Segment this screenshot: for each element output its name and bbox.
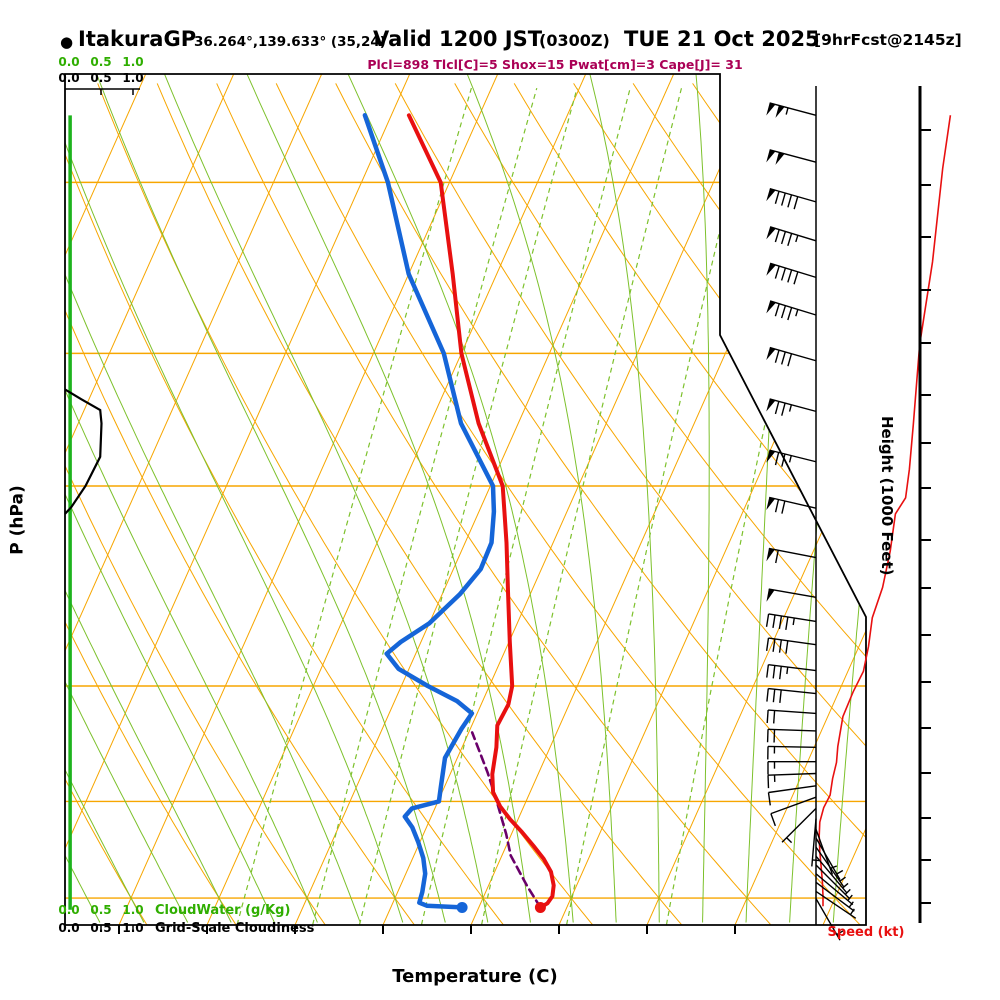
cloudwater-scale-bottom-1: 1.0	[122, 903, 144, 917]
cloudiness-scale-bottom-1: 1.0	[122, 921, 144, 935]
gridlines	[65, 74, 866, 925]
station-coords: 36.264°,139.633° (35,24)	[194, 34, 386, 50]
valid-time-utc: (0300Z)	[539, 31, 610, 50]
cloudiness-scale-top-1: 1.0	[122, 71, 144, 85]
cloudiness-profile	[64, 388, 103, 515]
cloudiness-axis-label: Grid-Scale Cloudiness	[155, 921, 315, 936]
wind-barbs	[765, 102, 857, 941]
station-name: ItakuraGP	[78, 27, 197, 51]
speed-axis-label: Speed (kt)	[827, 925, 905, 940]
dewpoint-curve	[362, 113, 497, 910]
plot-boundary	[64, 73, 867, 926]
surface-temperature-dot	[534, 901, 546, 913]
cloudiness-scale-top-0: 0.0	[58, 71, 80, 85]
height-axis-label: Height (1000 Feet)	[878, 416, 896, 576]
temperature-tick-labels	[65, 88, 736, 934]
valid-date: TUE 21 Oct 2025	[624, 27, 820, 51]
height-axis	[918, 86, 931, 923]
cloudwater-scale-bottom-05: 0.5	[90, 903, 112, 917]
cloudwater-axis-label: CloudWater (g/Kg)	[155, 903, 291, 918]
pressure-axis-label: P (hPa)	[7, 485, 28, 555]
dry-adiabat-grid	[65, 83, 866, 925]
cloudiness-scale-top-05: 0.5	[90, 71, 112, 85]
temperature-curve	[406, 113, 556, 910]
moist-adiabat-grid	[65, 74, 866, 923]
wind-speed-curve	[818, 115, 952, 907]
cloudwater-scale-bottom-0: 0.0	[58, 903, 80, 917]
pressure-gridlines	[65, 181, 866, 899]
isotherm-grid	[65, 74, 866, 925]
parcel-path-curve	[470, 731, 542, 909]
cloudiness-scale-bottom-0: 0.0	[58, 921, 80, 935]
temperature-axis-label: Temperature (C)	[392, 966, 558, 987]
forecast-info: [9hrFcst@2145z]	[814, 31, 962, 49]
mixing-ratio-grid	[236, 87, 839, 925]
surface-dewpoint-dot	[456, 901, 468, 913]
cloudiness-scale-bottom-05: 0.5	[90, 921, 112, 935]
station-bullet-icon: ●	[60, 33, 74, 51]
cloudwater-scale-top-1: 1.0	[122, 55, 144, 69]
valid-time: Valid 1200 JST	[373, 27, 543, 51]
sounding-indices: Plcl=898 Tlcl[C]=5 Shox=15 Pwat[cm]=3 Ca…	[367, 57, 743, 72]
cloudwater-scale-top-05: 0.5	[90, 55, 112, 69]
cloudwater-scale-top-0: 0.0	[58, 55, 80, 69]
